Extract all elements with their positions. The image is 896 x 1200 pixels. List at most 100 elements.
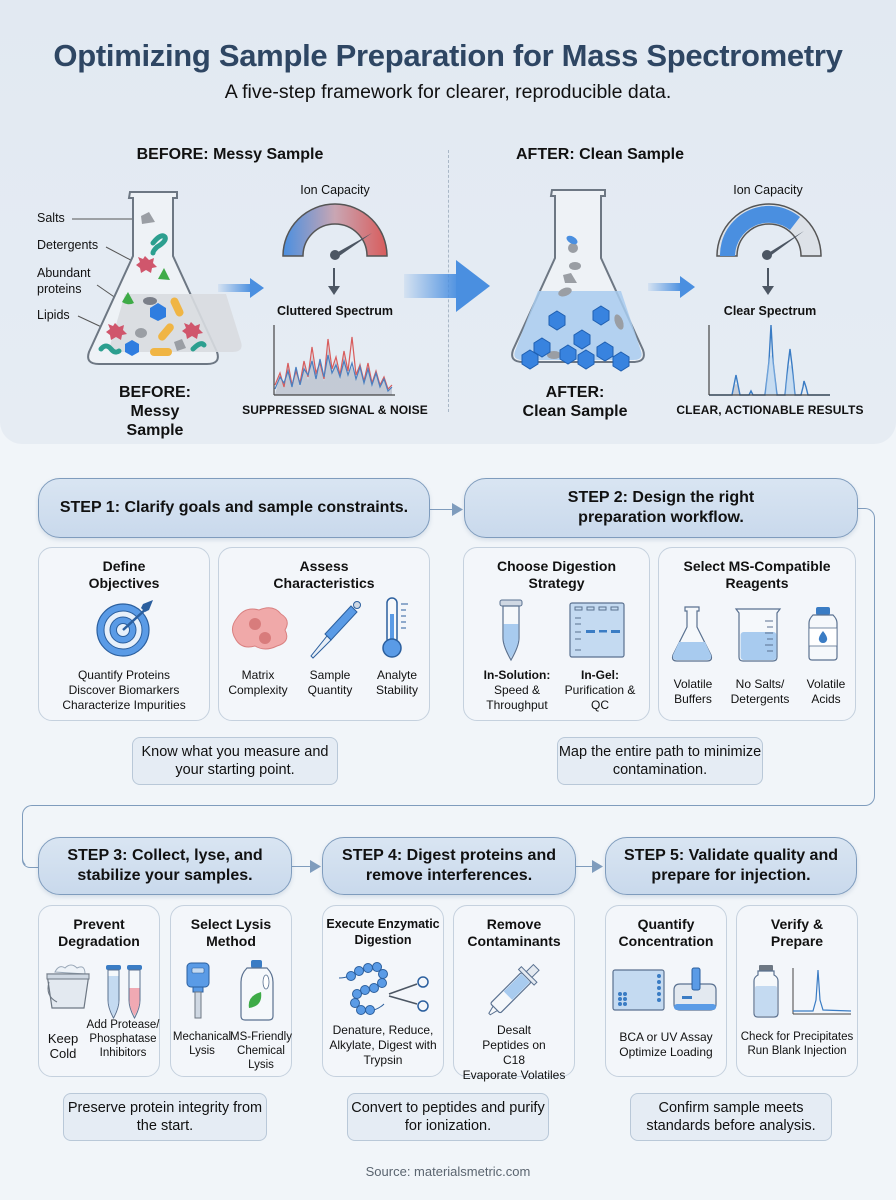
card-title: Select Lysis Method [190,916,272,949]
connector-step1-step2 [430,509,456,510]
arrow-head-icon-3 [592,860,603,873]
before-caption-line2: Messy Sample [126,403,184,439]
clear-spectrum-chart [708,324,830,396]
before-caption-line1: BEFORE: [119,384,191,401]
characteristic-sample-quantity: Sample Quantity [307,668,353,697]
precipitate-check-text: Check for Precipitates [740,1031,854,1043]
loading-text: Optimize Loading [619,1045,713,1059]
reagent-no-salts-detergents: No Salts/ Detergents [730,677,790,706]
homogenizer-icon [186,962,210,1019]
in-gel-option: In-Gel: Purification & QC [560,668,640,713]
card-title: Choose Digestion Strategy [496,558,616,591]
in-solution-heading: In-Solution: [483,668,551,682]
card-verify-prepare: Verify & Prepare Check for Precipitates … [736,905,858,1077]
before-result: SUPPRESSED SIGNAL & NOISE [242,403,428,417]
vial-and-blank-chromatogram-icon [753,965,852,1018]
protein-chain-scissors-icon [338,962,429,1015]
card-remove-contaminants: Remove Contaminants Desalt Peptides on C… [453,905,575,1082]
card-title: Select MS-Compatible Reagents [683,558,831,591]
card-ms-compatible-reagents: Select MS-Compatible Reagents Volatile B… [658,547,856,721]
ion-capacity-gauge-optimal-icon [716,203,822,260]
step-2-header: STEP 2: Design the right preparation wor… [464,478,858,538]
objective-item: Discover Biomarkers [68,683,180,697]
microtube-icon [499,599,523,662]
cluttered-spectrum-chart [273,325,395,396]
add-inhibitors-text: Add Protease/ Phosphatase Inhibitors [86,1019,160,1059]
connector-step2-step3 [855,508,875,806]
digestion-steps-text: Denature, Reduce, Alkylate, Digest with … [329,1023,437,1067]
card-quantify-concentration: Quantify Concentration BCA or UV Assay O… [605,905,727,1077]
before-gauge-label: Ion Capacity [300,183,370,197]
assay-text: BCA or UV Assay [619,1030,713,1044]
card-prevent-degradation: Prevent Degradation Keep Cold Add Protea… [38,905,160,1077]
label-lipids: Lipids [37,308,70,322]
contaminant-removal-list: Desalt Peptides on C18 Evaporate Volatil… [454,1023,574,1083]
ice-bucket-icon [46,964,90,1009]
in-gel-heading: In-Gel: [581,668,619,682]
after-caption: AFTER: Clean Sample [520,383,630,421]
after-heading: AFTER: Clean Sample [515,146,685,163]
card-title: Define Objectives [88,558,160,591]
objective-item: Quantify Proteins [77,668,171,682]
ion-capacity-gauge-overloaded-icon [282,203,388,260]
acid-bottle-icon [808,607,838,661]
objective-item: Characterize Impurities [62,698,186,712]
after-spectrum-label: Clear Spectrum [723,304,817,318]
before-spectrum-label: Cluttered Spectrum [277,304,393,318]
connector-step2-step3-return [22,805,862,868]
card-define-objectives: Define Objectives Quantify Proteins Disc… [38,547,210,721]
connector-step4-step5 [576,866,596,867]
arrow-right-icon [218,278,264,298]
label-detergents: Detergents [37,238,99,252]
label-salts: Salts [37,211,65,225]
blank-injection-text: Run Blank Injection [747,1045,847,1057]
evaporate-text: Evaporate Volatiles [462,1068,566,1082]
microplate-reader-icon [612,967,717,1011]
thermometer-icon [382,597,408,658]
characteristic-matrix-complexity: Matrix Complexity [228,668,288,697]
after-gauge-label: Ion Capacity [733,183,803,197]
card-digestion-strategy: Choose Digestion Strategy In-Solution: S… [463,547,650,721]
big-transition-arrow-icon [404,260,490,312]
reagent-volatile-acids: Volatile Acids [806,677,846,706]
before-heading: BEFORE: Messy Sample [136,146,324,163]
source-credit: Source: materialsmetric.com [365,1164,531,1179]
tissue-matrix-icon [231,607,288,650]
label-abundant-proteins: Abundant proteins [37,266,91,296]
messy-flask-icon [72,191,242,365]
card-title: Execute Enzymatic Digestion [326,917,440,947]
step-5-header: STEP 5: Validate quality and prepare for… [605,837,857,895]
in-solution-option: In-Solution: Speed & Throughput [472,668,562,713]
card-title: Quantify Concentration [618,916,714,949]
step-1-note: Know what you measure and your starting … [132,737,338,785]
detergent-bottle-icon [240,960,274,1021]
down-arrow-icon-2 [762,268,774,295]
objectives-list: Quantify Proteins Discover Biomarkers Ch… [39,668,209,713]
card-title: Verify & Prepare [770,916,824,949]
connector-step3-step4 [292,866,314,867]
inhibitor-tubes-icon [106,965,142,1020]
card-assess-characteristics: Assess Characteristics Matrix Complexity… [218,547,430,721]
after-caption-line2: Clean Sample [522,403,628,420]
reagent-volatile-buffers: Volatile Buffers [673,677,713,706]
page-subtitle: A five-step framework for clearer, repro… [224,81,672,103]
clean-flask-icon [511,189,645,372]
step-3-header: STEP 3: Collect, lyse, and stabilize you… [38,837,292,895]
connector-step3-entry [22,856,40,868]
after-caption-line1: AFTER: [545,384,605,401]
after-result: CLEAR, ACTIONABLE RESULTS [676,403,864,417]
in-solution-text: Speed & Throughput [486,683,548,712]
in-gel-text: Purification & QC [564,683,636,712]
quantify-list: BCA or UV Assay Optimize Loading [606,1030,726,1060]
characteristic-analyte-stability: Analyte Stability [375,668,419,697]
step-4-note: Convert to peptides and purify for ioniz… [347,1093,549,1141]
card-lysis-method: Select Lysis Method Mechanical Lysis MS-… [170,905,292,1077]
card-title: Assess Characteristics [273,558,375,591]
mechanical-lysis-text: Mechanical Lysis [172,1031,232,1057]
spe-cartridge-syringe-icon [488,963,540,1016]
beaker-icon [734,608,782,662]
before-caption: BEFORE: Messy Sample [100,383,210,440]
pipette-icon [310,601,361,659]
step-2-note: Map the entire path to minimize contamin… [557,737,763,785]
step-1-header: STEP 1: Clarify goals and sample constra… [38,478,430,538]
